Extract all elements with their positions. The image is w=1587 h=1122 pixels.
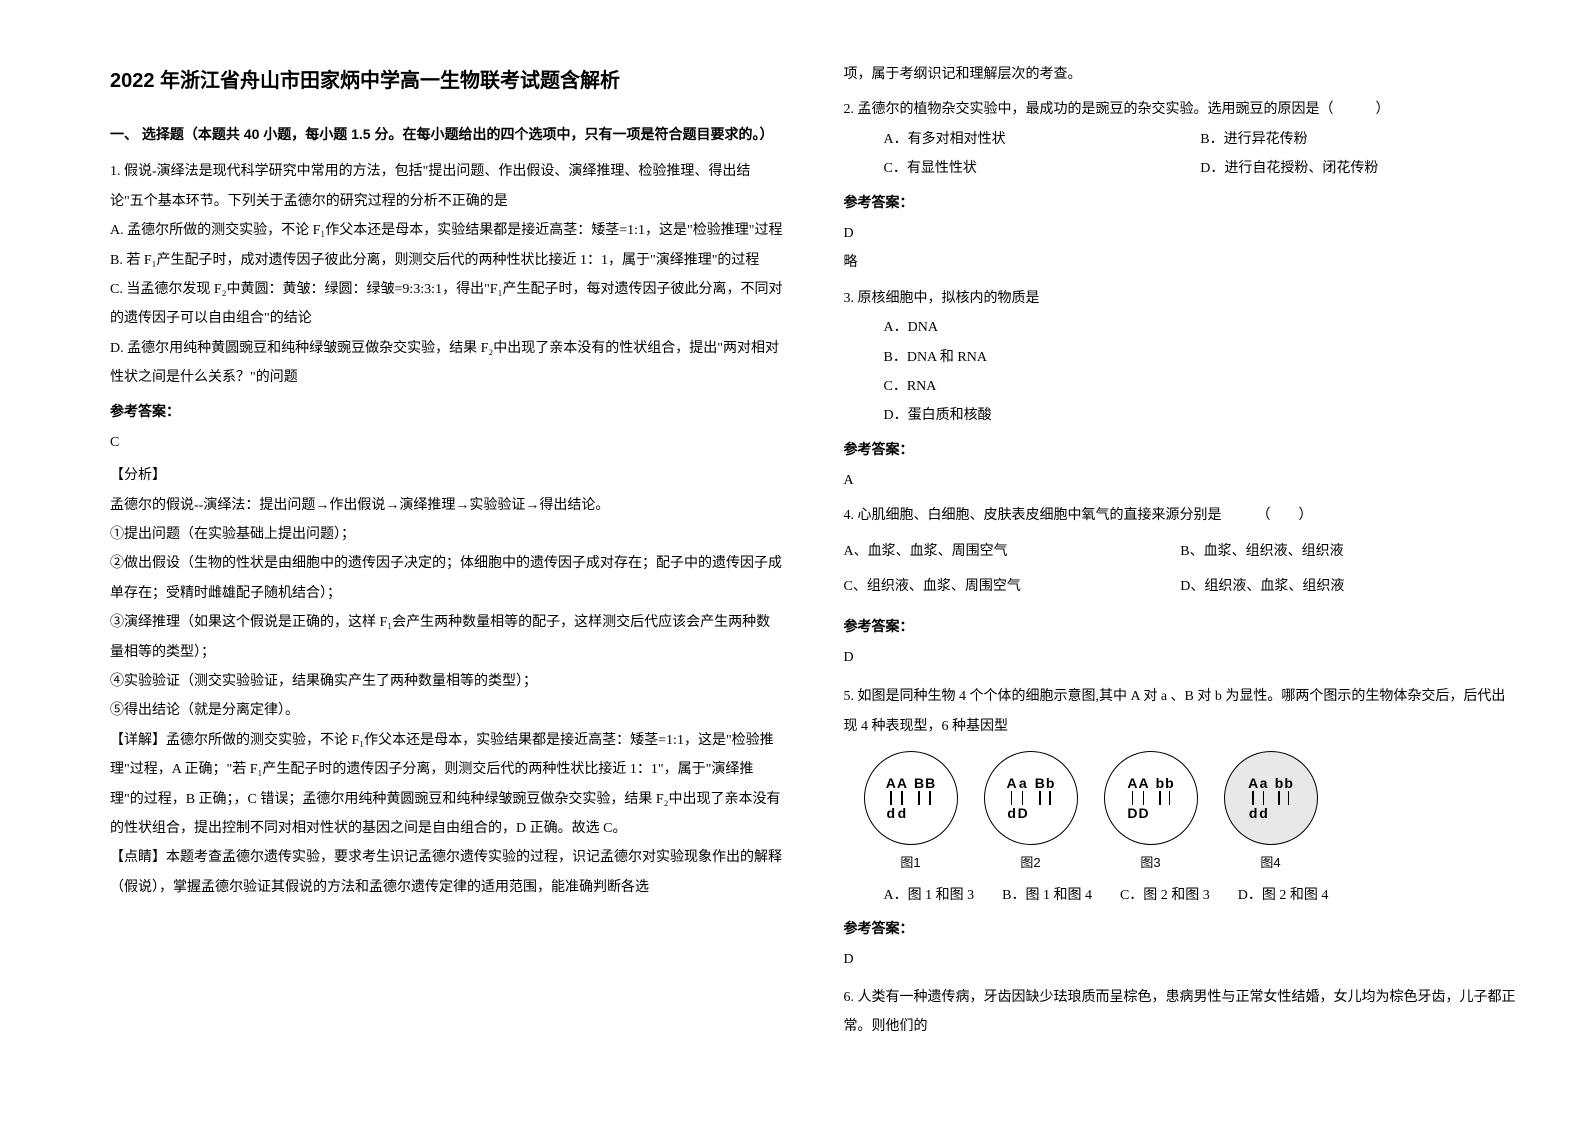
q3-answer: A — [844, 466, 1518, 495]
q5-options: A．图 1 和图 3 B．图 1 和图 4 C．图 2 和图 3 D．图 2 和… — [844, 881, 1518, 910]
q1-option-c: C. 当孟德尔发现 F₂中黄圆：黄皱：绿圆：绿皱=9:3:3:1，得出"F₁产生… — [110, 275, 784, 334]
q5-fig1: AdAd BB 图1 — [864, 751, 958, 876]
q1-analysis-line: ③演绎推理（如果这个假说是正确的，这样 F₁会产生两种数量相等的配子，这样测交后… — [110, 608, 784, 667]
q6-stem: 6. 人类有一种遗传病，牙齿因缺少珐琅质而呈棕色，患病男性与正常女性结婚，女儿均… — [844, 983, 1518, 1042]
q4-stem: 4. 心肌细胞、白细胞、皮肤表皮细胞中氧气的直接来源分别是 （ ） — [844, 501, 1518, 530]
q4-answer-label: 参考答案： — [844, 612, 1518, 641]
q5-fig4: Adad bb 图4 — [1224, 751, 1318, 876]
fig-label: 图2 — [984, 849, 1078, 876]
q1-detail: 【详解】孟德尔所做的测交实验，不论 F₁作父本还是母本，实验结果都是接近高茎：矮… — [110, 726, 784, 844]
section-1-heading: 一、 选择题（本题共 40 小题，每小题 1.5 分。在每小题给出的四个选项中，… — [110, 120, 784, 149]
q4-options-row2: C、组织液、血浆、周围空气 D、组织液、血浆、组织液 — [844, 572, 1518, 601]
q4-option-b: B、血浆、组织液、组织液 — [1180, 537, 1517, 566]
exam-page: 2022 年浙江省舟山市田家炳中学高一生物联考试题含解析 一、 选择题（本题共 … — [0, 0, 1587, 1122]
exam-title: 2022 年浙江省舟山市田家炳中学高一生物联考试题含解析 — [110, 60, 784, 102]
q5-figures: AdAd BB 图1 AdaD Bb 图2 — [864, 751, 1518, 876]
column-left: 2022 年浙江省舟山市田家炳中学高一生物联考试题含解析 一、 选择题（本题共 … — [80, 60, 814, 1092]
q2-option-a: A．有多对相对性状 — [884, 125, 1201, 154]
q4-options-row1: A、血浆、血浆、周围空气 B、血浆、组织液、组织液 — [844, 537, 1518, 566]
q1-option-a: A. 孟德尔所做的测交实验，不论 F₁作父本还是母本，实验结果都是接近高茎：矮茎… — [110, 216, 784, 245]
q2-option-d: D．进行自花授粉、闭花传粉 — [1200, 154, 1517, 183]
q3-option-c: C．RNA — [844, 372, 1518, 401]
q2-answer: D — [844, 219, 1518, 248]
q1-analysis-tag: 【分析】 — [110, 461, 784, 490]
cell-diagram-icon: ADAD bb — [1104, 751, 1198, 845]
q3-option-b: B．DNA 和 RNA — [844, 343, 1518, 372]
q5-fig3: ADAD bb 图3 — [1104, 751, 1198, 876]
q3-option-a: A．DNA — [844, 313, 1518, 342]
q2-options-row1: A．有多对相对性状 B．进行异花传粉 — [844, 125, 1518, 154]
q4-option-c: C、组织液、血浆、周围空气 — [844, 572, 1181, 601]
q4-option-d: D、组织液、血浆、组织液 — [1180, 572, 1517, 601]
q1-answer-label: 参考答案： — [110, 397, 784, 426]
q2-option-b: B．进行异花传粉 — [1200, 125, 1517, 154]
q5-stem: 5. 如图是同种生物 4 个个体的细胞示意图,其中 A 对 a 、B 对 b 为… — [844, 682, 1518, 741]
q1-option-d: D. 孟德尔用纯种黄圆豌豆和纯种绿皱豌豆做杂交实验，结果 F₂中出现了亲本没有的… — [110, 334, 784, 393]
cell-diagram-icon: AdaD Bb — [984, 751, 1078, 845]
q5-fig2: AdaD Bb 图2 — [984, 751, 1078, 876]
cell-diagram-icon: AdAd BB — [864, 751, 958, 845]
q1-point: 【点睛】本题考查孟德尔遗传实验，要求考生识记孟德尔遗传实验的过程，识记孟德尔对实… — [110, 843, 784, 902]
q1-answer: C — [110, 428, 784, 457]
fig-label: 图3 — [1104, 849, 1198, 876]
q2-stem: 2. 孟德尔的植物杂交实验中，最成功的是豌豆的杂交实验。选用豌豆的原因是（ ） — [844, 95, 1518, 124]
q3-stem: 3. 原核细胞中，拟核内的物质是 — [844, 284, 1518, 313]
q4-answer: D — [844, 643, 1518, 672]
q1-stem: 1. 假说-演绎法是现代科学研究中常用的方法，包括"提出问题、作出假设、演绎推理… — [110, 157, 784, 216]
q4-option-a: A、血浆、血浆、周围空气 — [844, 537, 1181, 566]
q1-analysis-line: ④实验验证（测交实验验证，结果确实产生了两种数量相等的类型）； — [110, 667, 784, 696]
q5-answer-label: 参考答案： — [844, 914, 1518, 943]
q1-analysis-line: 孟德尔的假说--演绎法：提出问题→作出假说→演绎推理→实验验证→得出结论。 — [110, 491, 784, 520]
q3-option-d: D．蛋白质和核酸 — [844, 401, 1518, 430]
fig-label: 图4 — [1224, 849, 1318, 876]
q2-options-row2: C．有显性性状 D．进行自花授粉、闭花传粉 — [844, 154, 1518, 183]
q2-answer-label: 参考答案： — [844, 188, 1518, 217]
q1-analysis-line: ⑤得出结论（就是分离定律）。 — [110, 696, 784, 725]
column-right: 项，属于考纲识记和理解层次的考查。 2. 孟德尔的植物杂交实验中，最成功的是豌豆… — [814, 60, 1548, 1092]
q3-answer-label: 参考答案： — [844, 435, 1518, 464]
q1-analysis-line: ②做出假设（生物的性状是由细胞中的遗传因子决定的；体细胞中的遗传因子成对存在；配… — [110, 549, 784, 608]
q2-skip: 略 — [844, 248, 1518, 277]
q5-answer: D — [844, 945, 1518, 974]
q1-option-b: B. 若 F₁产生配子时，成对遗传因子彼此分离，则测交后代的两种性状比接近 1：… — [110, 246, 784, 275]
q2-option-c: C．有显性性状 — [884, 154, 1201, 183]
fig-label: 图1 — [864, 849, 958, 876]
cell-diagram-icon: Adad bb — [1224, 751, 1318, 845]
q1-continuation: 项，属于考纲识记和理解层次的考查。 — [844, 60, 1518, 89]
q1-analysis-line: ①提出问题（在实验基础上提出问题）； — [110, 520, 784, 549]
